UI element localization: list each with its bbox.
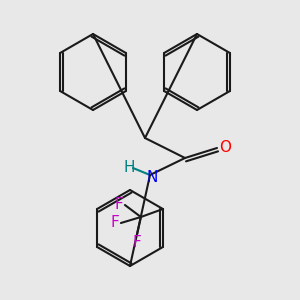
Text: F: F [133, 236, 141, 250]
Text: F: F [115, 197, 123, 212]
Text: F: F [110, 215, 119, 230]
Text: H: H [123, 160, 135, 175]
Text: N: N [146, 169, 158, 184]
Text: O: O [219, 140, 231, 155]
